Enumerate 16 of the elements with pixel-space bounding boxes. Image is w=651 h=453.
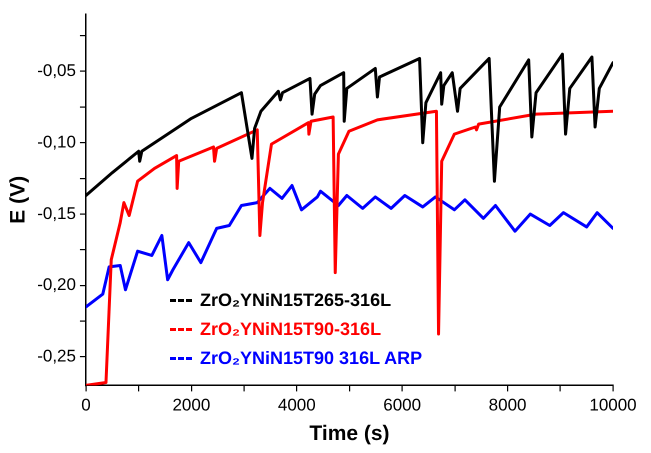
legend-label: ZrO₂YNiN15T265-316L	[200, 289, 392, 312]
x-tick-label: 6000	[383, 395, 422, 414]
y-axis-title: E (V)	[6, 176, 30, 224]
x-axis-title: Time (s)	[309, 422, 390, 446]
x-tick-label: 10000	[589, 395, 637, 414]
legend-label: ZrO₂YNiN15T90 316L ARP	[200, 347, 422, 370]
y-tick-label: -0,20	[37, 275, 76, 294]
x-tick-label: 2000	[172, 395, 210, 414]
x-tick-label: 4000	[278, 395, 316, 414]
y-tick-label: -0,15	[37, 204, 76, 223]
legend-label: ZrO₂YNiN15T90-316L	[200, 318, 382, 341]
x-tick-label: 0	[81, 395, 91, 414]
y-tick-label: -0,05	[37, 60, 76, 80]
x-tick-label: 8000	[488, 395, 527, 414]
y-tick-label: -0,25	[37, 346, 76, 366]
y-tick-label: -0,10	[37, 132, 76, 152]
